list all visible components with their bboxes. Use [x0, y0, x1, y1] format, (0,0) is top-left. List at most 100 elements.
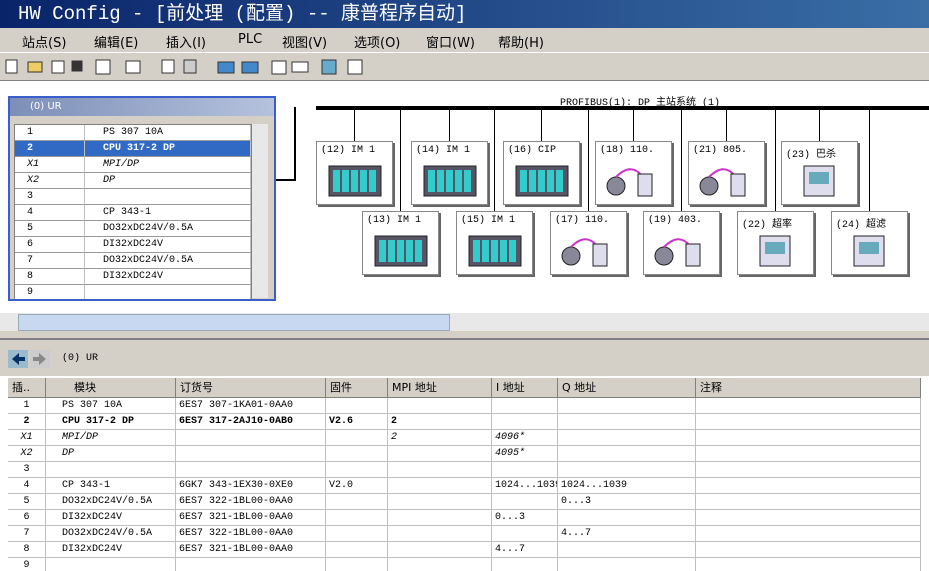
- table-cell[interactable]: 9: [8, 558, 46, 571]
- rack-module[interactable]: PS 307 10A: [85, 125, 251, 141]
- table-cell: 1024...1039: [558, 478, 696, 494]
- table-cell[interactable]: 5: [8, 494, 46, 510]
- rack-slot[interactable]: 1: [15, 125, 85, 141]
- station-drop: [681, 110, 682, 211]
- station-icon: [853, 235, 885, 267]
- table-cell: 6ES7 322-1BL00-0AA0: [176, 526, 326, 542]
- table-cell: [558, 462, 696, 478]
- column-header[interactable]: I 地址: [492, 378, 558, 398]
- column-header[interactable]: 模块: [46, 378, 176, 398]
- menu-item[interactable]: 编辑(E): [94, 36, 139, 51]
- rack-scrollbar[interactable]: [252, 124, 268, 298]
- rack-slot[interactable]: 5: [15, 221, 85, 237]
- station-drop: [494, 110, 495, 211]
- table-cell: DO32xDC24V/0.5A: [46, 494, 176, 510]
- rack-module[interactable]: [85, 285, 251, 299]
- station[interactable]: (15) IM 1: [456, 211, 533, 275]
- rack-module[interactable]: CPU 317-2 DP: [85, 141, 251, 157]
- station[interactable]: (21) 805.: [688, 141, 765, 205]
- column-header[interactable]: 订货号: [176, 378, 326, 398]
- table-cell: CP 343-1: [46, 478, 176, 494]
- station-icon: [606, 168, 653, 197]
- table-cell: V2.6: [326, 414, 388, 430]
- table-cell: [176, 446, 326, 462]
- station[interactable]: (17) 110.: [550, 211, 627, 275]
- table-cell[interactable]: 6: [8, 510, 46, 526]
- menu-item[interactable]: 选项(O): [354, 36, 401, 51]
- rack-slot[interactable]: X2: [15, 173, 85, 189]
- menu-item[interactable]: 站点(S): [22, 36, 67, 51]
- table-cell[interactable]: 3: [8, 462, 46, 478]
- rack-window[interactable]: (0) UR 1 PS 307 10A 2 CPU 317-2 DP X1 MPI/DP X…: [8, 96, 276, 301]
- table-cell[interactable]: 7: [8, 526, 46, 542]
- station[interactable]: (14) IM 1: [411, 141, 488, 205]
- column-header[interactable]: Q 地址: [558, 378, 696, 398]
- column-header[interactable]: 插..: [8, 378, 46, 398]
- table-cell[interactable]: X2: [8, 446, 46, 462]
- rack-slot[interactable]: 4: [15, 205, 85, 221]
- table-cell: [46, 558, 176, 571]
- station-drop: [726, 110, 727, 141]
- table-cell: 4096*: [492, 430, 558, 446]
- menu-item[interactable]: 插入(I): [166, 36, 206, 51]
- table-cell: [388, 462, 492, 478]
- table-cell[interactable]: 4: [8, 478, 46, 494]
- rack-module[interactable]: DO32xDC24V/0.5A: [85, 221, 251, 237]
- table-cell[interactable]: 2: [8, 414, 46, 430]
- column-header[interactable]: 固件: [326, 378, 388, 398]
- station[interactable]: (13) IM 1: [362, 211, 439, 275]
- rack-slot[interactable]: 2: [15, 141, 85, 157]
- menu-item[interactable]: 帮助(H): [498, 36, 544, 51]
- station-drop: [869, 110, 870, 211]
- station-label: (15) IM 1: [461, 215, 516, 226]
- rack-slot[interactable]: 6: [15, 237, 85, 253]
- menu-item[interactable]: 视图(V): [282, 36, 328, 51]
- rack-module[interactable]: DI32xDC24V: [85, 237, 251, 253]
- table-cell: [326, 446, 388, 462]
- station[interactable]: (18) 110.: [595, 141, 672, 205]
- rack-module[interactable]: MPI/DP: [85, 157, 251, 173]
- table-cell: [696, 478, 921, 494]
- rack-module[interactable]: DI32xDC24V: [85, 269, 251, 285]
- detail-view: (0) UR 插.. 模块 订货号 固件 MPI 地址 I 地址 Q 地址 注释 1 PS 307…: [0, 338, 929, 571]
- station-label: (12) IM 1: [321, 145, 376, 156]
- rack-slot[interactable]: 7: [15, 253, 85, 269]
- horizontal-scrollbar[interactable]: [0, 313, 929, 331]
- table-cell: [388, 398, 492, 414]
- station[interactable]: (22) 超率: [737, 211, 814, 275]
- station[interactable]: (24) 超滤: [831, 211, 908, 275]
- station[interactable]: (19) 403.: [643, 211, 720, 275]
- menu-item[interactable]: 窗口(W): [426, 36, 475, 51]
- table-cell: [326, 542, 388, 558]
- table-cell[interactable]: 8: [8, 542, 46, 558]
- column-header[interactable]: MPI 地址: [388, 378, 492, 398]
- table-cell[interactable]: 1: [8, 398, 46, 414]
- station[interactable]: (16) CIP: [503, 141, 580, 205]
- station[interactable]: (23) 巴杀: [781, 141, 858, 205]
- station-icon: [423, 165, 477, 197]
- column-header[interactable]: 注释: [696, 378, 921, 398]
- rack-slot[interactable]: 8: [15, 269, 85, 285]
- table-cell: [326, 526, 388, 542]
- table-cell[interactable]: X1: [8, 430, 46, 446]
- rack-slot[interactable]: 3: [15, 189, 85, 205]
- rack-slot[interactable]: 9: [15, 285, 85, 299]
- menu-item[interactable]: PLC: [238, 32, 263, 47]
- rack-module[interactable]: DO32xDC24V/0.5A: [85, 253, 251, 269]
- table-cell: [388, 542, 492, 558]
- rack-slot[interactable]: X1: [15, 157, 85, 173]
- rack-module[interactable]: DP: [85, 173, 251, 189]
- rack-module[interactable]: [85, 189, 251, 205]
- scroll-thumb[interactable]: [18, 314, 450, 331]
- table-cell: DP: [46, 446, 176, 462]
- table-cell: [176, 462, 326, 478]
- station-drop: [775, 110, 776, 211]
- rack-link: [294, 107, 296, 181]
- nav-arrows[interactable]: [8, 350, 52, 370]
- rack-module[interactable]: CP 343-1: [85, 205, 251, 221]
- station-icon: [699, 168, 746, 197]
- station[interactable]: (12) IM 1: [316, 141, 393, 205]
- table-cell: [558, 510, 696, 526]
- table-cell: DI32xDC24V: [46, 510, 176, 526]
